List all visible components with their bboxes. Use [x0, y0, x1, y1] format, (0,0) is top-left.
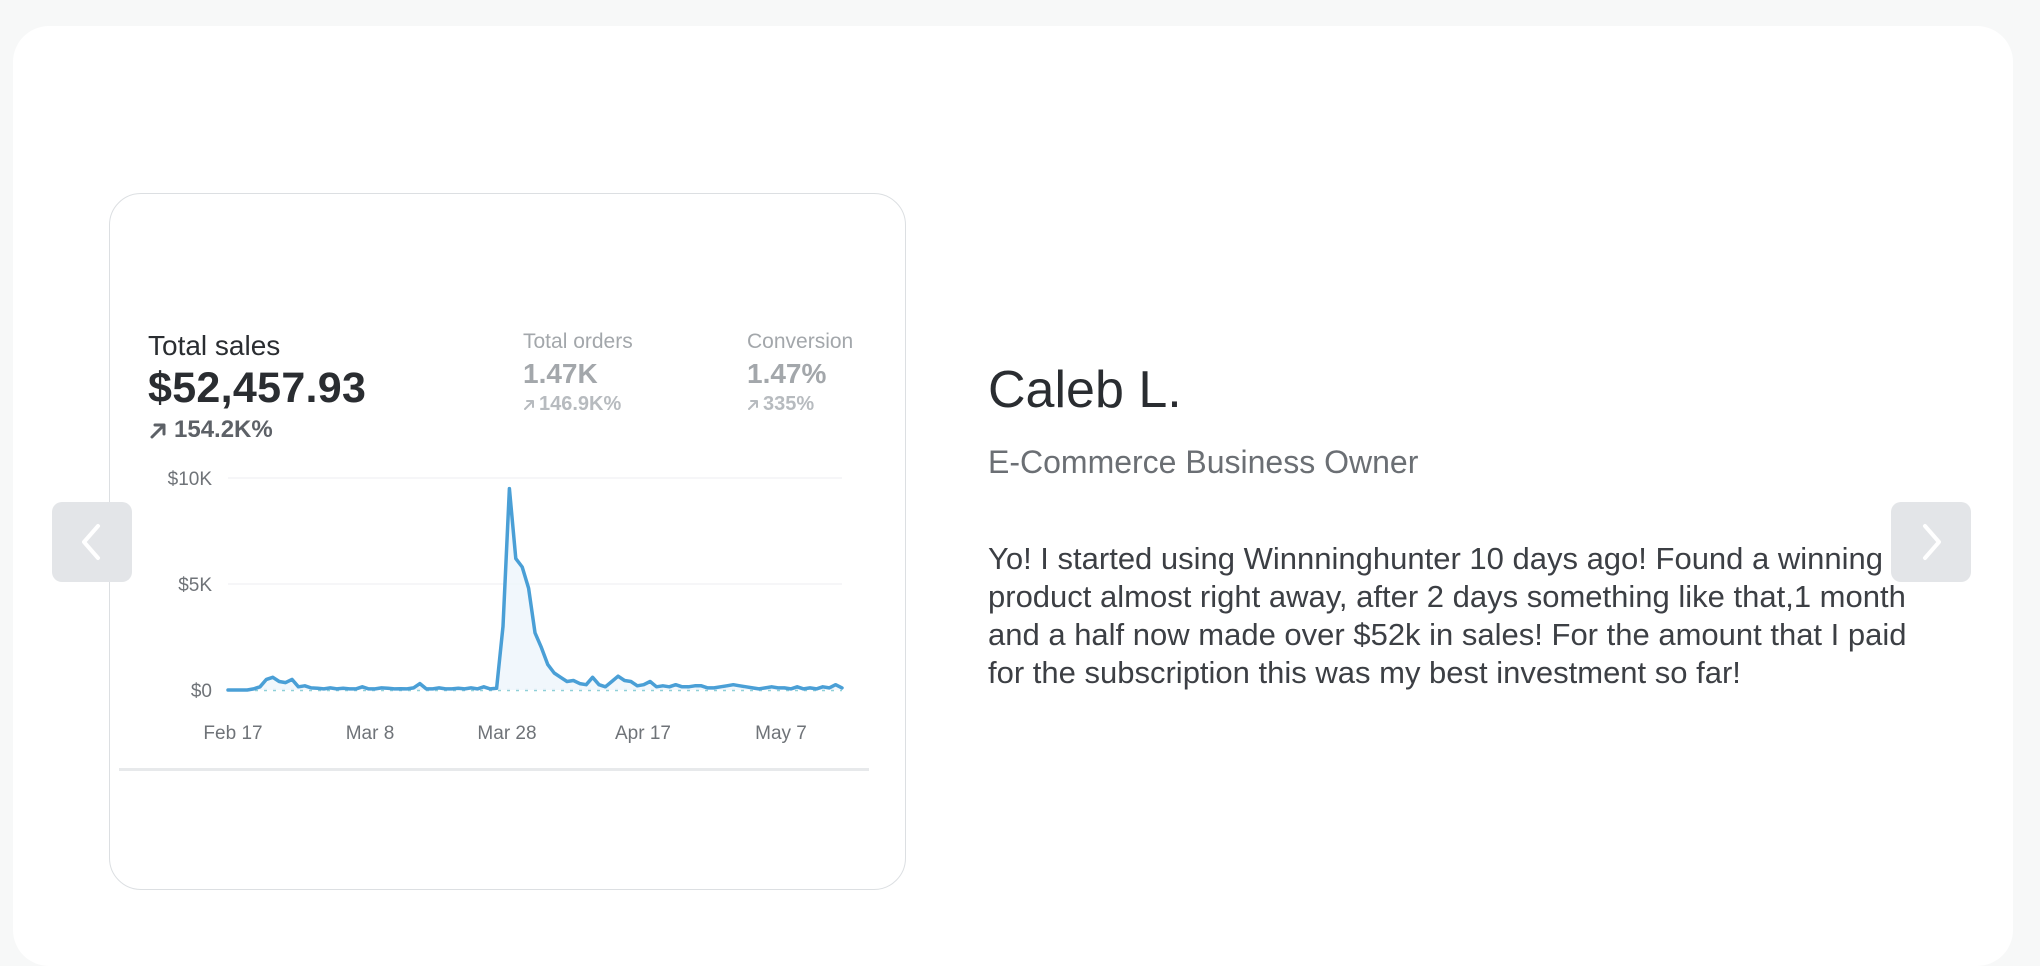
x-tick-label: Feb 17 — [203, 723, 262, 744]
arrow-up-right-icon — [524, 399, 534, 410]
arrow-up-right-icon — [150, 423, 166, 439]
testimonial-quote: Yo! I started using Winnninghunter 10 da… — [988, 541, 1907, 690]
total-sales-delta: 154.2K% — [148, 416, 273, 444]
conversion-label: Conversion — [747, 330, 854, 353]
chart-divider — [119, 768, 869, 771]
testimonial-role: E-Commerce Business Owner — [988, 444, 1419, 480]
conversion-delta: 335% — [747, 393, 814, 416]
conversion-value: 1.47% — [747, 358, 827, 389]
previous-button[interactable] — [52, 502, 132, 582]
next-button[interactable] — [1891, 502, 1971, 582]
conversion-delta-value: 335% — [763, 393, 815, 415]
x-tick-label: May 7 — [755, 723, 807, 744]
series-line — [226, 486, 844, 692]
chevron-left-icon — [82, 524, 100, 560]
y-tick-label: $5K — [178, 575, 212, 596]
testimonial-name: Caleb L. — [988, 361, 1182, 419]
arrow-up-right-icon — [748, 399, 758, 410]
total-sales-label: Total sales — [148, 330, 281, 361]
sales-chart: $10K $5K $0 Feb 17 Mar 8 Mar 28 Apr 17 May 7 — [168, 469, 844, 744]
total-sales-value: $52,457.93 — [148, 364, 367, 412]
total-orders-label: Total orders — [523, 330, 633, 353]
chevron-right-icon — [1923, 524, 1941, 560]
x-tick-label: Mar 8 — [346, 723, 395, 744]
total-sales-delta-value: 154.2K% — [174, 416, 273, 443]
y-tick-label: $0 — [191, 681, 212, 702]
total-orders-value: 1.47K — [523, 358, 598, 389]
y-tick-label: $10K — [168, 469, 213, 490]
total-orders-delta-value: 146.9K% — [539, 393, 622, 415]
x-tick-label: Mar 28 — [477, 723, 536, 744]
total-orders-delta: 146.9K% — [523, 393, 621, 416]
x-tick-label: Apr 17 — [615, 723, 671, 744]
series-area — [228, 488, 842, 690]
